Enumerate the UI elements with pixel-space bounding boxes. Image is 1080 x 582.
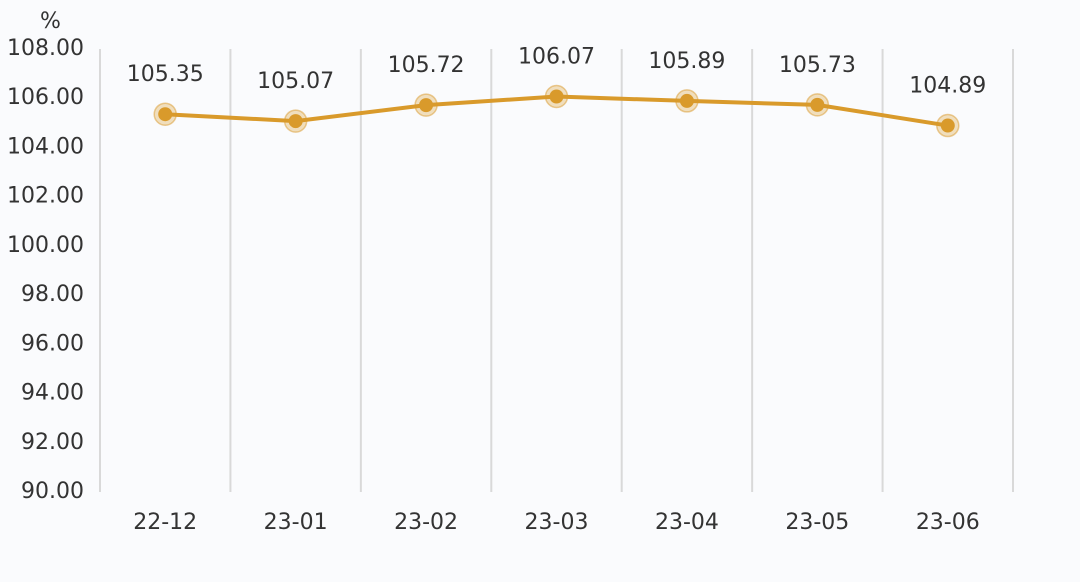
y-tick-label: 104.00 — [7, 134, 84, 159]
y-tick-label: 90.00 — [21, 479, 84, 504]
y-axis-unit: % — [40, 9, 61, 34]
marker — [419, 98, 434, 113]
data-label: 105.07 — [257, 69, 334, 94]
x-tick-label: 23-06 — [916, 510, 980, 535]
marker — [940, 118, 955, 133]
data-label: 104.89 — [909, 74, 986, 99]
y-tick-label: 92.00 — [21, 430, 84, 455]
marker — [288, 114, 303, 129]
data-label: 105.73 — [779, 53, 856, 78]
y-tick-label: 96.00 — [21, 331, 84, 356]
x-tick-label: 23-03 — [525, 510, 589, 535]
y-tick-label: 94.00 — [21, 381, 84, 406]
x-tick-label: 23-01 — [264, 510, 328, 535]
marker — [810, 97, 825, 112]
marker — [679, 93, 694, 108]
data-label: 105.35 — [127, 62, 204, 87]
marker — [549, 89, 564, 104]
x-tick-label: 23-02 — [394, 510, 458, 535]
y-tick-label: 106.00 — [7, 85, 84, 110]
y-tick-label: 98.00 — [21, 282, 84, 307]
data-label: 105.72 — [388, 53, 465, 78]
data-label: 105.89 — [648, 49, 725, 74]
marker — [158, 107, 173, 122]
x-tick-label: 22-12 — [133, 510, 197, 535]
y-tick-label: 102.00 — [7, 184, 84, 209]
data-label: 106.07 — [518, 44, 595, 69]
x-tick-label: 23-04 — [655, 510, 719, 535]
y-tick-label: 108.00 — [7, 36, 84, 61]
x-tick-label: 23-05 — [785, 510, 849, 535]
y-tick-label: 100.00 — [7, 233, 84, 258]
